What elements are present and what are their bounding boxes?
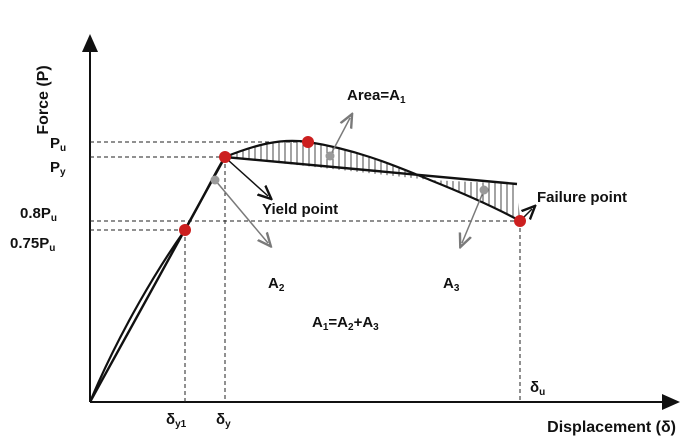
area-a3-dot [479,185,489,195]
annotation-arrows [214,118,485,243]
yield-point-label: Yield point [262,201,338,218]
force-displacement-curve [88,139,521,403]
failure-point-marker [514,215,526,227]
area-a1-label: Area=A1 [347,87,406,106]
gray-dots [210,151,489,195]
label-075pu: 0.75Pu [10,235,55,254]
area-a1-dot [325,151,335,161]
y-axis-title: Force (P) [35,65,52,134]
area-equation: A1=A2+A3 [312,314,379,333]
a2-label: A2 [268,275,285,294]
hatched-area-a3 [430,180,520,221]
label-delta-u: δu [530,379,545,398]
label-08pu: 0.8Pu [20,205,57,224]
a3-label: A3 [443,275,460,294]
label-py: Py [50,159,66,178]
label-delta-y: δy [216,411,231,430]
key-points [179,136,526,236]
failure-point-label: Failure point [537,189,627,206]
peak-point-marker [302,136,314,148]
reference-lines [90,141,521,402]
label-pu: Pu [50,135,66,154]
area-a2-dot [210,175,220,185]
x-axis-title: Displacement (δ) [547,419,676,436]
yield-callout-arrow [227,159,268,196]
yield-point-marker [219,151,231,163]
label-delta-y1: δy1 [166,411,187,430]
point-075pu [179,224,191,236]
